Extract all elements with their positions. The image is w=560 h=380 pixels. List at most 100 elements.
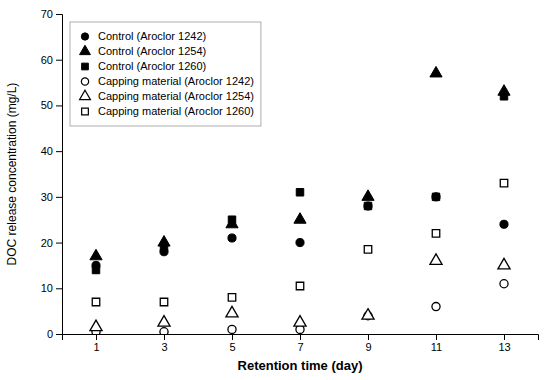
point [500,280,508,288]
x-tick: 1 [93,334,99,353]
y-tick: 10 [41,282,62,294]
point [228,216,235,223]
point [296,239,304,247]
x-tick-label: 5 [229,341,235,353]
series [90,254,510,331]
x-tick-label: 3 [161,341,167,353]
y-tick: 50 [41,99,62,111]
point [158,316,170,327]
x-tick-mark [232,334,233,340]
x-axis-line [63,335,539,341]
point [160,298,167,305]
y-tick-mark [56,14,62,15]
points [90,66,510,334]
legend-label: Control (Aroclor 1260) [98,60,206,72]
y-tick-label: 0 [47,328,53,340]
x-tick-mark [300,334,301,340]
legend-symbol [82,108,89,115]
point [432,303,440,311]
legend-symbol [81,33,88,40]
legend-label: Capping material (Aroclor 1254) [98,90,254,102]
point [500,93,507,100]
point [362,309,374,320]
point [430,66,442,77]
legend-label: Capping material (Aroclor 1242) [98,75,254,87]
x-tick-mark [504,334,505,340]
y-tick-mark [56,243,62,244]
x-tick: 7 [297,334,303,353]
chart: 135791113010203040506070Control (Aroclor… [0,0,560,380]
y-tick-mark [56,151,62,152]
y-axis-title: DOC release concentration (mg/L) [5,83,19,266]
point [92,266,99,273]
y-tick: 70 [41,8,62,20]
x-tick-label: 13 [498,341,510,353]
y-tick-label: 60 [41,54,53,66]
y-tick-label: 70 [41,8,53,20]
point [90,249,102,260]
legend: Control (Aroclor 1242) Control (Aroclor 1… [70,22,261,126]
legend-symbol [80,45,91,54]
y-tick-label: 20 [41,237,53,249]
x-axis: 135791113 [63,334,539,353]
point [294,213,306,224]
y-tick-label: 40 [41,145,53,157]
point [160,328,168,334]
legend-frame [70,22,261,126]
x-tick: 13 [498,334,510,353]
y-tick-label: 30 [41,191,53,203]
point [296,282,303,289]
point [228,234,236,242]
legend-label: Capping material (Aroclor 1260) [98,105,254,117]
y-tick-label: 10 [41,282,53,294]
point [294,316,306,327]
point [226,306,238,317]
point [364,246,371,253]
y-axis-line [56,15,63,335]
y-axis: 0 10 20 30 40 50 60 70 [41,8,63,340]
point [160,243,167,250]
point [432,193,440,201]
series [90,66,510,259]
legend-label: Control (Aroclor 1242) [98,30,206,42]
x-tick: 9 [365,334,371,353]
x-tick-mark [96,334,97,340]
x-tick-label: 1 [93,341,99,353]
y-tick-mark [56,60,62,61]
point [364,202,372,210]
y-tick: 30 [41,191,62,203]
point [362,190,374,201]
point [430,254,442,265]
x-tick: 5 [229,334,235,353]
x-tick-mark [164,334,165,340]
point [432,193,439,200]
y-tick-mark [56,288,62,289]
x-tick-label: 7 [297,341,303,353]
point [92,298,99,305]
legend-symbol [82,63,89,70]
point [500,179,507,186]
legend-label: Control (Aroclor 1254) [98,45,206,57]
point [90,320,102,331]
series [92,280,508,334]
point [228,325,236,333]
legend-symbol [80,90,91,99]
point [364,202,371,209]
point [432,230,439,237]
series [92,179,507,305]
x-tick-mark [368,334,369,340]
y-tick: 40 [41,145,62,157]
y-tick-mark [56,197,62,198]
series [92,193,508,270]
legend-symbol [81,78,88,85]
y-tick-mark [56,105,62,106]
y-tick: 0 [47,328,62,340]
point [228,294,235,301]
x-tick: 11 [431,334,442,353]
point [296,189,303,196]
x-tick: 3 [161,334,167,353]
y-tick-mark [56,334,62,335]
y-tick: 20 [41,237,62,249]
point [498,258,510,269]
y-tick: 60 [41,54,62,66]
